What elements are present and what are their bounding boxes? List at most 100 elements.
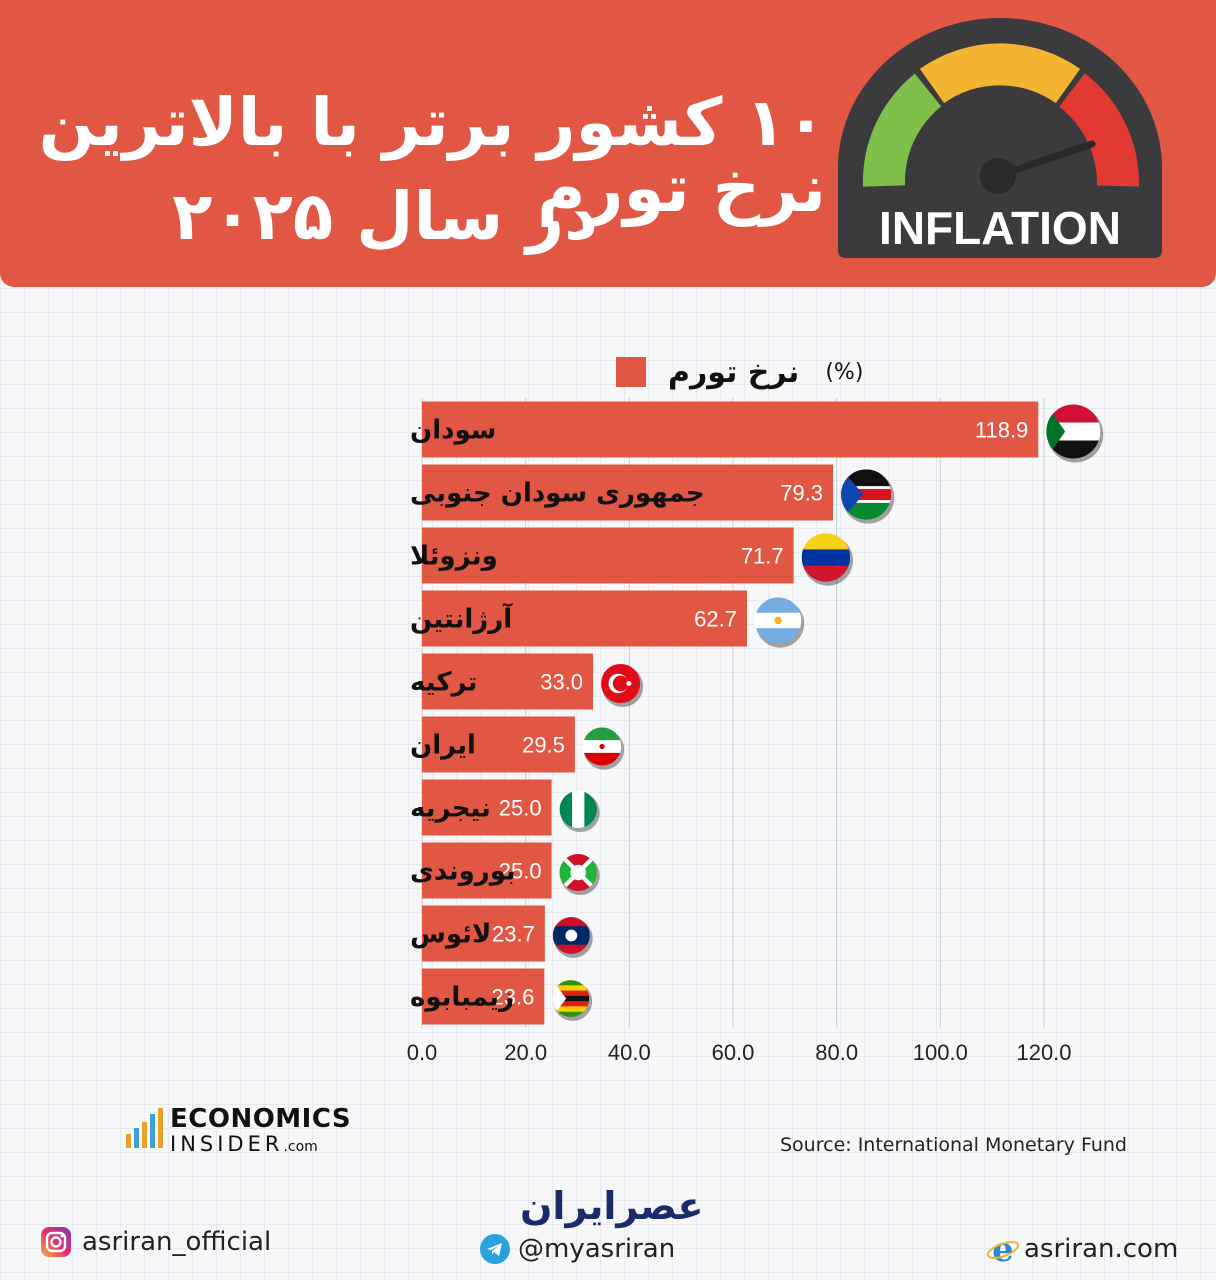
flag-part — [801, 565, 851, 582]
svg-text:e: e — [992, 1232, 1014, 1266]
x-tick-label: 100.0 — [913, 1040, 968, 1065]
telegram-icon — [480, 1234, 510, 1264]
brand-suffix: .com — [283, 1139, 318, 1155]
bar-value-label: 71.7 — [741, 544, 784, 569]
flag-part — [801, 533, 851, 550]
zimbabwe-flag-icon — [552, 980, 590, 1017]
category-label: ترکیه — [410, 668, 477, 698]
flag-part — [1046, 440, 1101, 459]
flag-part — [754, 628, 802, 644]
flag-part — [552, 1001, 590, 1007]
category-label: نیجریه — [410, 794, 491, 824]
telegram-label: @myasriran — [518, 1234, 676, 1264]
bar-chart-logo-icon — [126, 1108, 163, 1148]
source-note: Source: International Monetary Fund — [780, 1134, 1127, 1156]
inflation-bar-chart: 118.9 سودان 79.3 جمهوری سودان جنوبی 71.7 ونزو… — [407, 398, 1104, 1065]
bar — [422, 653, 594, 710]
flag-part — [582, 752, 622, 766]
flag-part — [801, 549, 851, 567]
page-subtitle: در سال ۲۰۲۵ — [172, 178, 598, 255]
bar — [422, 464, 834, 521]
bar-value-label: 23.6 — [491, 985, 534, 1010]
flag-part — [552, 980, 567, 1017]
bar-value-label: 62.7 — [694, 607, 737, 632]
asriran-logo: عصرایران — [520, 1184, 704, 1228]
turkey-flag-icon — [601, 663, 641, 704]
brand-name: ECONOMICS — [170, 1104, 352, 1134]
gauge-label: INFLATION — [879, 202, 1121, 254]
flag-part — [552, 985, 590, 992]
bar — [422, 590, 747, 647]
browser-e-icon: e — [986, 1232, 1020, 1266]
flag-part — [841, 488, 892, 501]
flag-part — [552, 1011, 590, 1017]
bar-value-label: 25.0 — [499, 796, 542, 821]
bar — [422, 716, 575, 773]
flag-part — [599, 743, 605, 750]
category-label: ونزوئلا — [410, 542, 498, 572]
bar — [422, 842, 552, 899]
flag-part — [841, 502, 892, 520]
x-tick-label: 40.0 — [608, 1040, 651, 1065]
x-tick-label: 20.0 — [504, 1040, 547, 1065]
flag-part — [552, 990, 590, 997]
bar — [422, 905, 545, 962]
bar-value-label: 33.0 — [540, 670, 583, 695]
flag-part — [841, 469, 864, 520]
laos-flag-icon — [552, 917, 590, 954]
bar-value-label: 25.0 — [499, 859, 542, 884]
page-title: ۱۰ کشور برتر با بالاترین نرخ تورم — [38, 84, 826, 227]
legend-swatch — [616, 357, 646, 387]
venezuela-flag-icon — [801, 533, 851, 582]
flag-part — [584, 790, 597, 829]
flag-part — [559, 790, 573, 829]
flag-part — [552, 1006, 590, 1013]
brand-subname: INSIDER.com — [170, 1132, 318, 1156]
instagram-label: asriran_official — [82, 1227, 272, 1257]
bar — [422, 779, 552, 836]
flag-part — [1046, 404, 1101, 423]
instagram-handle[interactable]: asriran_official — [40, 1226, 271, 1258]
south-sudan-flag-icon — [841, 469, 892, 520]
legend-unit: (%) — [825, 359, 864, 385]
flag-part — [552, 980, 590, 986]
category-label: زیمبابوه — [410, 983, 514, 1013]
category-label: ایران — [410, 731, 476, 761]
bar — [422, 968, 545, 1025]
category-label: جمهوری سودان جنوبی — [410, 479, 705, 509]
inflation-gauge-icon: INFLATION — [838, 18, 1162, 258]
x-tick-label: 60.0 — [712, 1040, 755, 1065]
bar-value-label: 118.9 — [975, 418, 1028, 443]
bar-value-label: 29.5 — [522, 733, 565, 758]
x-tick-label: 120.0 — [1016, 1040, 1071, 1065]
flag-part — [626, 680, 632, 687]
flag-part — [1046, 404, 1066, 459]
argentina-flag-icon — [754, 597, 802, 644]
burundi-flag-icon — [559, 853, 597, 892]
iran-flag-icon — [582, 727, 622, 766]
flag-part — [571, 790, 585, 829]
instagram-icon — [41, 1227, 71, 1257]
bar-value-label: 79.3 — [780, 481, 823, 506]
category-label: آرژانتین — [410, 603, 513, 635]
website-link[interactable]: e asriran.com — [986, 1232, 1178, 1266]
chart-legend: نرخ تورم (%) — [616, 354, 864, 390]
legend-label: نرخ تورم — [668, 354, 800, 390]
flag-part — [565, 929, 578, 942]
category-label: سودان — [410, 416, 496, 446]
brand-insider: INSIDER — [170, 1132, 284, 1156]
header-banner: ۱۰ کشور برتر با بالاترین نرخ تورم در سال… — [0, 0, 1216, 287]
flag-part — [582, 727, 622, 741]
bar — [422, 527, 794, 584]
telegram-handle[interactable]: @myasriran — [480, 1234, 675, 1264]
x-tick-label: 0.0 — [407, 1040, 438, 1065]
flag-part — [612, 675, 629, 692]
nigeria-flag-icon — [559, 790, 597, 829]
category-label: بوروندی — [410, 857, 516, 887]
sudan-flag-icon — [1046, 404, 1101, 459]
bar — [422, 401, 1039, 458]
flag-part — [754, 597, 802, 614]
flag-part — [570, 864, 586, 881]
flag-part — [552, 995, 590, 1002]
category-label: لائوس — [410, 920, 491, 950]
